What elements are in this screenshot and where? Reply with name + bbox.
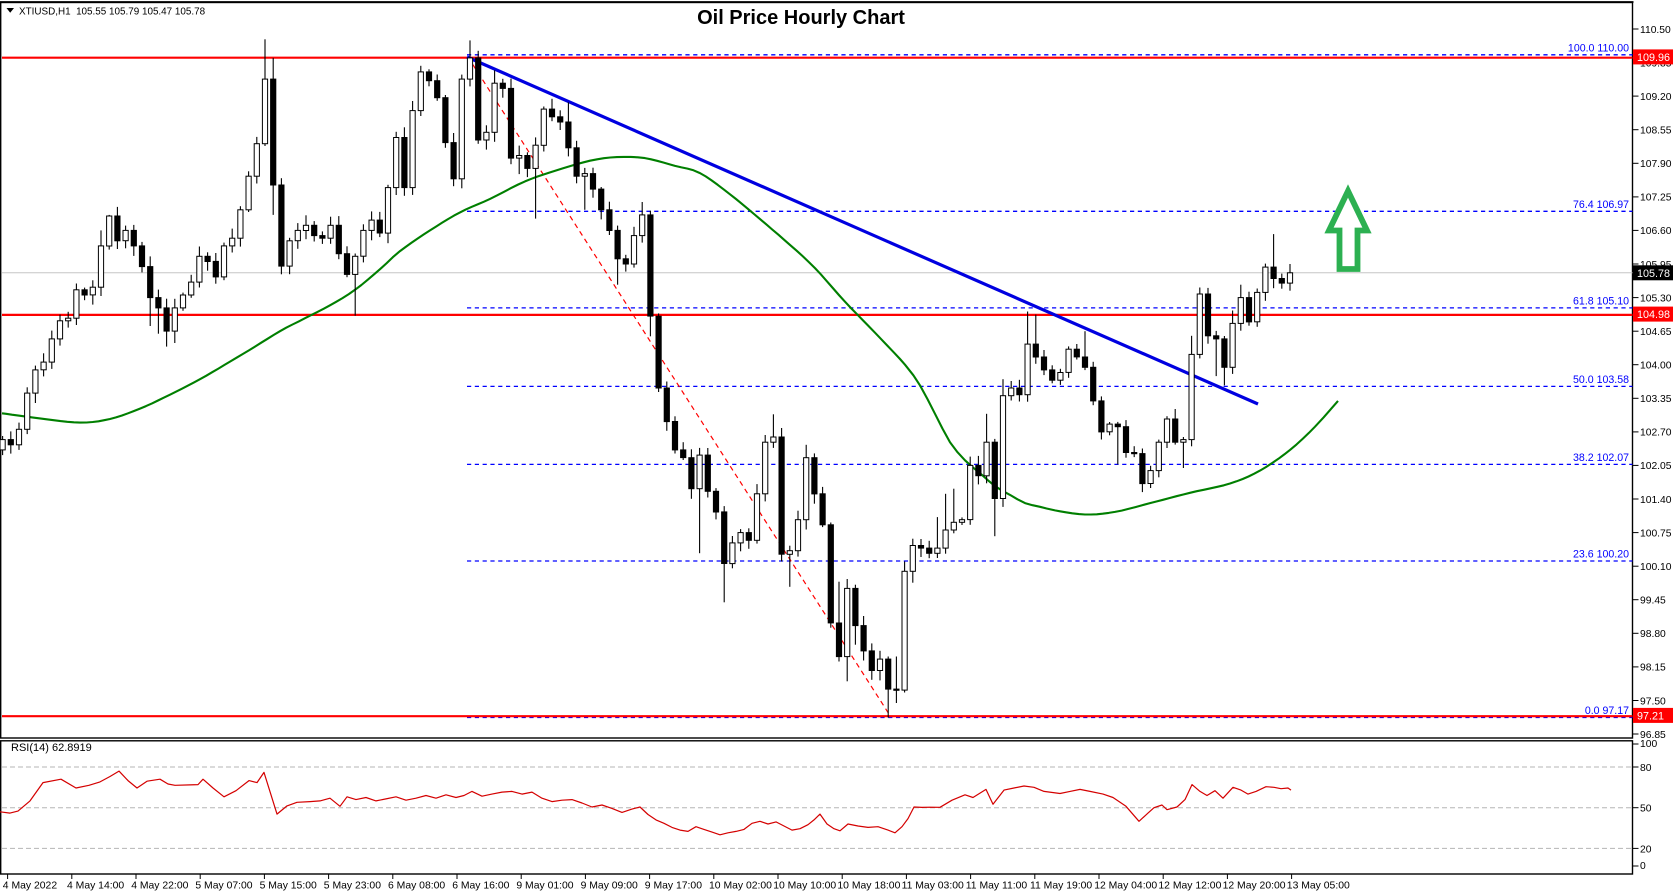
svg-text:105.30: 105.30 [1640,293,1672,304]
svg-text:109.20: 109.20 [1640,92,1672,103]
svg-text:10 May 18:00: 10 May 18:00 [837,881,900,892]
svg-text:96.85: 96.85 [1640,730,1666,741]
svg-text:5 May 07:00: 5 May 07:00 [195,881,252,892]
svg-text:97.50: 97.50 [1640,696,1666,707]
svg-text:5 May 15:00: 5 May 15:00 [260,881,317,892]
svg-text:12 May 04:00: 12 May 04:00 [1094,881,1157,892]
svg-text:5 May 23:00: 5 May 23:00 [324,881,381,892]
svg-text:107.25: 107.25 [1640,193,1672,204]
svg-text:RSI(14) 62.8919: RSI(14) 62.8919 [11,742,92,754]
svg-text:99.45: 99.45 [1640,596,1666,607]
svg-text:11 May 03:00: 11 May 03:00 [902,881,964,892]
svg-text:104.00: 104.00 [1640,361,1672,372]
svg-text:13 May 05:00: 13 May 05:00 [1287,881,1350,892]
svg-text:102.05: 102.05 [1640,461,1672,472]
svg-text:105.78: 105.78 [1637,268,1670,280]
svg-text:100.75: 100.75 [1640,528,1672,539]
svg-text:9 May 01:00: 9 May 01:00 [516,881,573,892]
svg-text:4 May 22:00: 4 May 22:00 [131,881,188,892]
svg-text:97.21: 97.21 [1637,710,1664,722]
svg-text:100.0 110.00: 100.0 110.00 [1568,42,1629,54]
svg-text:102.70: 102.70 [1640,428,1672,439]
svg-text:9 May 09:00: 9 May 09:00 [581,881,638,892]
svg-text:10 May 02:00: 10 May 02:00 [709,881,772,892]
svg-text:98.15: 98.15 [1640,663,1666,674]
svg-text:6 May 08:00: 6 May 08:00 [388,881,445,892]
svg-text:9 May 17:00: 9 May 17:00 [645,881,702,892]
svg-text:23.6 100.20: 23.6 100.20 [1573,549,1629,561]
svg-text:104.98: 104.98 [1637,309,1670,321]
svg-text:4 May 2022: 4 May 2022 [3,881,58,892]
svg-text:0.0 97.17: 0.0 97.17 [1585,705,1629,717]
svg-text:38.2 102.07: 38.2 102.07 [1573,452,1629,464]
svg-text:98.80: 98.80 [1640,629,1666,640]
svg-text:0: 0 [1640,861,1646,872]
svg-text:6 May 16:00: 6 May 16:00 [452,881,509,892]
svg-text:50.0 103.58: 50.0 103.58 [1573,374,1629,386]
svg-text:11 May 19:00: 11 May 19:00 [1030,881,1092,892]
svg-text:104.65: 104.65 [1640,327,1672,338]
svg-text:20: 20 [1640,844,1652,855]
svg-text:61.8 105.10: 61.8 105.10 [1573,295,1629,307]
svg-text:12 May 12:00: 12 May 12:00 [1158,881,1221,892]
svg-text:80: 80 [1640,763,1652,774]
svg-text:101.40: 101.40 [1640,495,1672,506]
svg-text:109.96: 109.96 [1637,52,1670,64]
svg-text:XTIUSD,H1 105.55 105.79 105.4: XTIUSD,H1 105.55 105.79 105.47 105.78 [19,7,206,18]
svg-text:106.60: 106.60 [1640,226,1672,237]
svg-text:Oil Price Hourly Chart: Oil Price Hourly Chart [697,7,905,29]
svg-text:110.50: 110.50 [1640,25,1671,36]
svg-text:76.4 106.97: 76.4 106.97 [1573,199,1629,211]
svg-text:11 May 11:00: 11 May 11:00 [966,881,1028,892]
svg-text:100: 100 [1640,739,1657,750]
svg-text:10 May 10:00: 10 May 10:00 [773,881,836,892]
svg-text:100.10: 100.10 [1640,562,1672,573]
svg-text:107.90: 107.90 [1640,159,1672,170]
svg-text:108.55: 108.55 [1640,126,1672,137]
svg-text:12 May 20:00: 12 May 20:00 [1223,881,1286,892]
svg-text:4 May 14:00: 4 May 14:00 [67,881,124,892]
svg-text:50: 50 [1640,804,1652,815]
svg-text:103.35: 103.35 [1640,394,1672,405]
